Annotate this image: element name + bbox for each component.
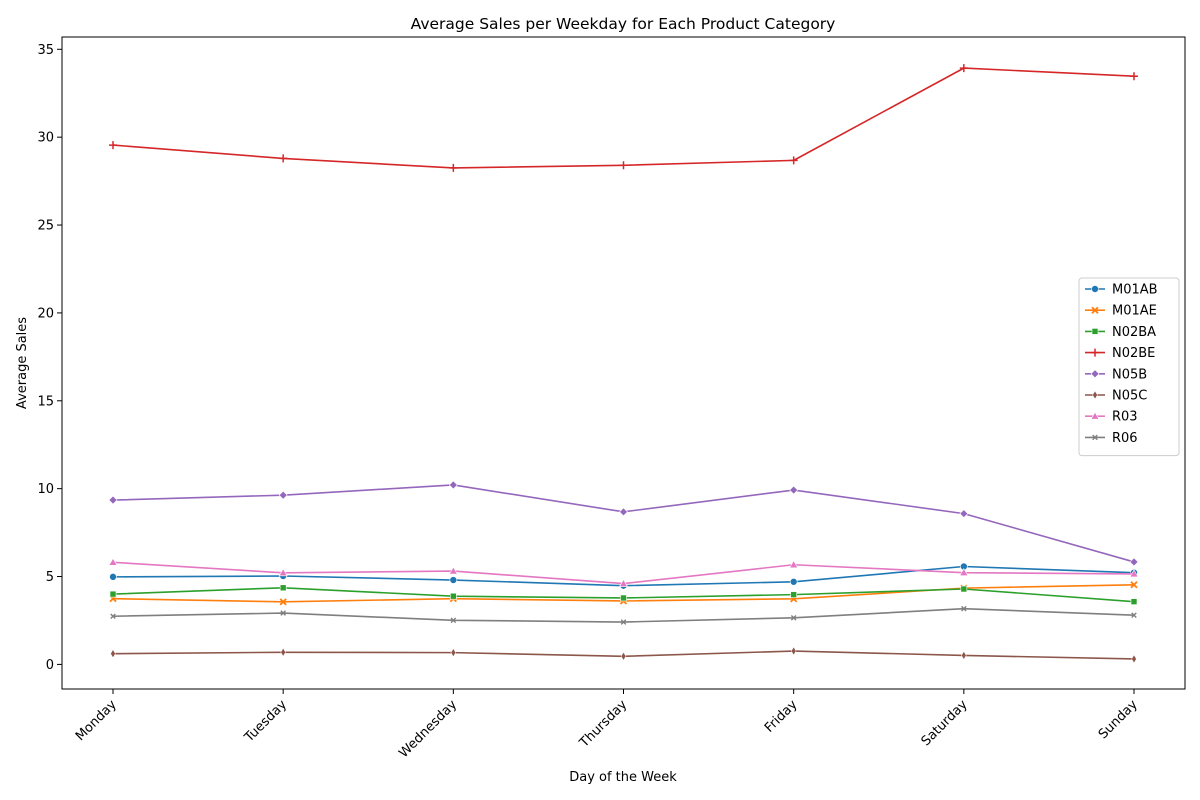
data-point-n05b xyxy=(959,509,969,519)
legend-marker-n02be xyxy=(1091,348,1099,357)
data-point-n02be xyxy=(789,156,798,165)
series-n02be xyxy=(109,64,1138,172)
data-point-r03 xyxy=(789,560,799,569)
y-tick-label: 30 xyxy=(37,131,54,146)
data-point-n05c xyxy=(280,647,286,657)
legend-item-n05c: N05C xyxy=(1085,389,1147,404)
legend-item-n02ba: N02BA xyxy=(1085,325,1156,340)
data-point-n02ba xyxy=(450,592,457,600)
legend-item-m01ab: M01AB xyxy=(1085,283,1158,298)
data-point-n02ba xyxy=(620,594,627,602)
series-r06 xyxy=(110,605,1137,625)
data-point-n05c xyxy=(790,646,797,656)
legend-label-m01ae: M01AE xyxy=(1112,304,1157,319)
data-point-r06 xyxy=(110,613,116,620)
legend-label-n05b: N05B xyxy=(1112,367,1147,382)
data-point-n02be xyxy=(449,163,458,172)
data-point-n05b xyxy=(619,507,628,517)
legend-item-r06: R06 xyxy=(1085,431,1138,446)
data-point-r06 xyxy=(280,610,286,616)
data-point-r06 xyxy=(1131,612,1137,618)
y-tick-label: 10 xyxy=(37,482,54,497)
legend-marker-n02ba xyxy=(1091,328,1099,335)
data-point-m01ab xyxy=(789,577,798,586)
data-point-n05b xyxy=(789,485,799,495)
data-point-n02be xyxy=(1130,72,1138,81)
legend-item-m01ae: M01AE xyxy=(1085,304,1157,319)
legend-item-n02be: N02BE xyxy=(1085,346,1155,361)
data-point-n02be xyxy=(959,64,968,73)
legend-label-r06: R06 xyxy=(1112,431,1138,446)
data-point-n05c xyxy=(450,648,457,658)
data-point-r06 xyxy=(790,615,797,621)
data-point-r03 xyxy=(278,568,288,577)
data-point-r06 xyxy=(961,605,967,612)
legend-item-n05b: N05B xyxy=(1085,367,1147,382)
legend-marker-n05b xyxy=(1090,369,1100,379)
data-point-m01ae xyxy=(279,598,287,606)
legend-marker-r06 xyxy=(1092,434,1098,441)
legend-marker-n05c xyxy=(1092,390,1098,400)
y-tick-label: 35 xyxy=(37,43,54,58)
legend-marker-r03 xyxy=(1090,411,1100,420)
data-point-n05b xyxy=(278,490,288,500)
data-point-n02be xyxy=(619,161,628,170)
legend-label-n05c: N05C xyxy=(1112,389,1147,404)
x-axis-title: Day of the Week xyxy=(569,770,677,785)
data-point-r03 xyxy=(1129,569,1139,578)
data-point-n02be xyxy=(279,154,288,163)
y-tick-label: 25 xyxy=(37,219,54,234)
data-point-r03 xyxy=(618,578,629,587)
series-r03 xyxy=(108,557,1139,587)
data-point-r03 xyxy=(108,557,118,566)
legend-marker-m01ab xyxy=(1091,285,1099,293)
data-point-m01ae xyxy=(1130,581,1138,589)
legend-box xyxy=(1078,277,1180,457)
series-n02ba xyxy=(109,584,1138,605)
legend-marker-m01ae xyxy=(1091,306,1099,314)
y-tick-label: 20 xyxy=(37,306,54,321)
data-point-m01ab xyxy=(109,573,117,581)
legend-label-n02ba: N02BA xyxy=(1112,325,1156,340)
y-axis: 0 5 10 15 20 25 30 35 xyxy=(37,43,62,673)
legend-label-r03: R03 xyxy=(1112,410,1138,425)
data-point-n02ba xyxy=(960,585,968,593)
y-tick-label: 15 xyxy=(37,394,54,409)
data-point-n05b xyxy=(1129,557,1139,567)
data-point-n02ba xyxy=(790,591,797,598)
data-point-n02be xyxy=(109,141,117,150)
data-point-r06 xyxy=(620,619,627,625)
data-point-n05c xyxy=(1131,654,1137,664)
data-point-r06 xyxy=(450,617,457,624)
legend-item-r03: R03 xyxy=(1085,410,1138,425)
y-tick-label: 5 xyxy=(46,570,54,585)
data-point-n05b xyxy=(448,480,458,490)
data-point-n05b xyxy=(108,495,118,505)
plot-area xyxy=(108,64,1139,664)
y-tick-label: 0 xyxy=(46,658,54,673)
data-point-n05c xyxy=(110,649,116,659)
data-point-n05c xyxy=(620,651,627,661)
data-point-r03 xyxy=(959,568,969,576)
series-n05c xyxy=(110,646,1137,664)
series-n05b xyxy=(108,480,1139,567)
legend-label-n02be: N02BE xyxy=(1112,346,1155,361)
data-point-n02ba xyxy=(109,590,117,598)
data-point-r03 xyxy=(448,566,458,575)
data-point-n05c xyxy=(961,650,967,660)
data-point-n02ba xyxy=(1130,598,1138,605)
data-point-n02ba xyxy=(279,584,287,592)
data-point-m01ab xyxy=(449,576,458,584)
legend: M01AB M01AE N02BA N02BE N05B N05C R03 R06 xyxy=(1078,277,1180,457)
legend-label-m01ab: M01AB xyxy=(1112,283,1158,298)
y-axis-title: Average Sales xyxy=(15,317,30,409)
chart-title: Average Sales per Weekday for Each Produ… xyxy=(411,15,836,33)
